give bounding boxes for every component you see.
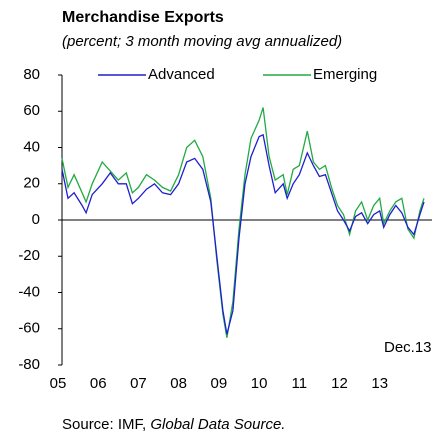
chart-subtitle: (percent; 3 month moving avg annualized) [62, 33, 342, 50]
legend-label: Advanced [148, 66, 215, 83]
x-tick-label: 06 [90, 375, 107, 392]
chart-title: Merchandise Exports [62, 9, 224, 26]
y-tick-label: -60 [18, 320, 40, 337]
legend-label: Emerging [313, 66, 377, 83]
x-tick-label: 09 [211, 375, 228, 392]
y-tick-label: 80 [23, 66, 40, 83]
y-tick-label: 60 [23, 102, 40, 119]
x-tick-label: 13 [371, 375, 388, 392]
x-tick-label: 11 [292, 375, 308, 392]
y-tick-label: -20 [18, 247, 40, 264]
y-tick-label: -40 [18, 283, 40, 300]
y-tick-label: -80 [18, 356, 40, 373]
y-tick-label: 20 [23, 175, 40, 192]
source: Source: IMF, Global Data Source. [62, 416, 285, 433]
source-text: Source: IMF, [62, 416, 146, 433]
x-tick-label: 05 [50, 375, 67, 392]
annotation: Dec.13 [384, 339, 432, 356]
x-tick-label: 07 [130, 375, 147, 392]
series-line [61, 133, 425, 335]
x-tick-label: 10 [251, 375, 268, 392]
series-line [61, 107, 425, 338]
source-italic: Global Data Source. [150, 416, 285, 433]
y-tick-label: 40 [23, 138, 40, 155]
x-tick-label: 08 [170, 375, 187, 392]
x-tick-label: 12 [331, 375, 348, 392]
y-tick-label: 0 [32, 211, 40, 228]
